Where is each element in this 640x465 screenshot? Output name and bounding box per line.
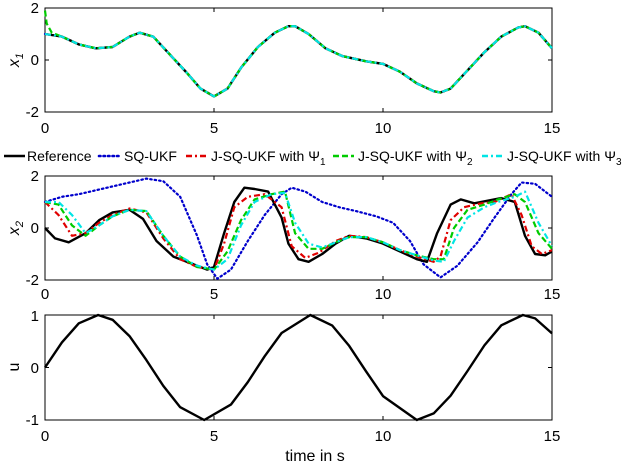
x1-xtick-label: 0 xyxy=(41,120,49,137)
x2-ytick-label: 0 xyxy=(31,220,39,237)
u-yticks: -1 0 1 xyxy=(26,308,39,429)
x1-xtick-label: 15 xyxy=(544,120,561,137)
u-xtick-label: 0 xyxy=(41,428,49,445)
series-line-sq xyxy=(43,177,554,280)
x2-xtick-label: 5 xyxy=(210,286,218,303)
series-line-j3 xyxy=(44,25,553,98)
series-line-ref xyxy=(44,313,553,422)
x1-xticks: 0 5 10 15 xyxy=(41,120,561,137)
x-axis-label: time in s xyxy=(285,448,345,465)
x2-ytick-label: 2 xyxy=(31,168,39,185)
u-plot-frame xyxy=(44,314,553,421)
x1-ylabel: x1 xyxy=(6,53,26,68)
x1-ytick-label: 2 xyxy=(31,0,39,17)
x2-xtick-label: 0 xyxy=(41,286,49,303)
x1-xtick-label: 10 xyxy=(375,120,392,137)
legend-label-j1: J-SQ-UKF with Ψ1 xyxy=(211,148,326,168)
x2-xtick-label: 15 xyxy=(544,286,561,303)
x1-xtick-label: 5 xyxy=(210,120,218,137)
x2-xticks: 0 5 10 15 xyxy=(41,286,561,303)
u-xtick-label: 15 xyxy=(544,428,561,445)
legend-label-j2: J-SQ-UKF with Ψ2 xyxy=(358,148,473,168)
series-line-j1 xyxy=(44,193,553,271)
x1-lines xyxy=(43,7,554,113)
x1-ytick-label: -2 xyxy=(26,104,39,121)
x2-ytick-label: -2 xyxy=(26,272,39,289)
legend-label-reference: Reference xyxy=(27,148,92,164)
series-line-ref xyxy=(44,186,553,271)
u-ylabel: u xyxy=(6,363,23,372)
x1-yticks: -2 0 2 xyxy=(26,0,39,121)
x2-ylabel: x2 xyxy=(6,221,26,236)
u-xtick-label: 5 xyxy=(210,428,218,445)
u-ytick-label: 0 xyxy=(31,360,39,377)
u-xticks: 0 5 10 15 xyxy=(41,428,561,445)
legend-label-j3: J-SQ-UKF with Ψ3 xyxy=(507,148,622,168)
u-ytick-label: -1 xyxy=(26,412,39,429)
u-panel: 0 5 10 15 -1 0 1 u time in s xyxy=(6,308,560,465)
u-xtick-label: 10 xyxy=(375,428,392,445)
x2-panel: 0 5 10 15 -2 0 2 x2 xyxy=(6,168,560,303)
x1-ytick-label: 0 xyxy=(31,52,39,69)
x1-panel: 0 5 10 15 -2 0 2 x1 xyxy=(6,0,560,137)
x2-lines xyxy=(43,175,554,281)
legend: Reference SQ-UKF J-SQ-UKF with Ψ1 J-SQ-U… xyxy=(4,148,622,168)
x2-xtick-label: 10 xyxy=(375,286,392,303)
series-line-j3 xyxy=(45,190,553,271)
x1-plot-frame xyxy=(44,7,553,113)
x2-yticks: -2 0 2 xyxy=(26,168,39,289)
legend-label-sq-ukf: SQ-UKF xyxy=(124,148,177,164)
u-ytick-label: 1 xyxy=(31,308,39,325)
u-lines xyxy=(44,313,553,422)
